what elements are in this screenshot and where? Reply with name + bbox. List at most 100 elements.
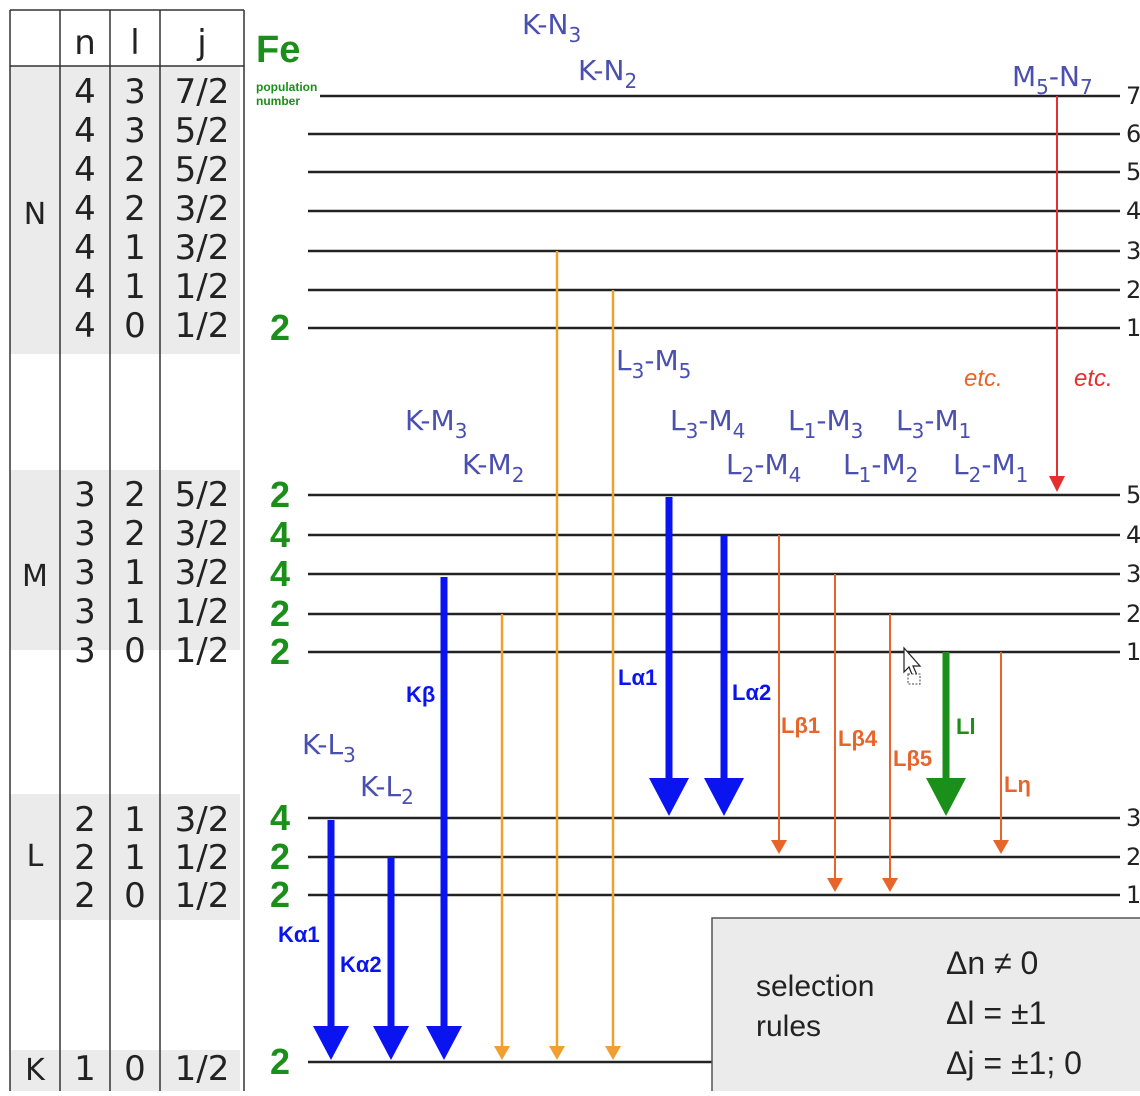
svg-text:2: 2 xyxy=(124,189,146,229)
k-blue-arrows xyxy=(313,577,462,1060)
population-M2: 2 xyxy=(270,593,290,634)
table-row: 4 2 3/2 xyxy=(74,189,229,229)
arrowhead xyxy=(1049,476,1065,492)
line-name-Ll: Ll xyxy=(956,714,976,739)
svg-text:1/2: 1/2 xyxy=(175,876,230,916)
table-row: 2 0 1/2 xyxy=(74,876,229,916)
label-L3-M1: L3-M1 xyxy=(896,404,971,443)
etc-label-orange: etc. xyxy=(964,365,1003,392)
svg-text:0: 0 xyxy=(124,1049,146,1089)
ll-arrow xyxy=(926,652,966,816)
shell-band-L xyxy=(10,794,240,920)
label-L2-M4: L2-M4 xyxy=(726,448,801,487)
table-row: 1 0 1/2 xyxy=(74,1049,229,1089)
svg-text:3: 3 xyxy=(74,475,96,515)
arrowhead xyxy=(649,778,689,816)
rule-delta-j: Δj = ±1; 0 xyxy=(946,1045,1082,1081)
level-index: 1 xyxy=(1126,638,1140,666)
svg-text:1: 1 xyxy=(124,228,146,268)
transition-labels: K-N3 K-N2 M5-N7 L3-M5 K-M3 K-M2 L3-M4 L1… xyxy=(302,8,1093,809)
line-name-Lbeta1: Lβ1 xyxy=(781,713,820,738)
svg-text:4: 4 xyxy=(74,111,96,151)
table-row: 4 3 5/2 xyxy=(74,111,229,151)
level-index: 6 xyxy=(1126,120,1140,148)
level-index: 5 xyxy=(1126,481,1140,509)
table-row: 4 3 7/2 xyxy=(74,72,229,112)
selection-rules-box: selection rules Δn ≠ 0 Δl = ±1 Δj = ±1; … xyxy=(711,917,1140,1096)
level-indices: 7 6 5 4 3 2 1 5 4 3 2 1 3 2 1 xyxy=(1126,82,1140,909)
level-index: 3 xyxy=(1126,237,1140,265)
line-name-Kalpha2: Kα2 xyxy=(340,952,382,977)
level-index: 3 xyxy=(1126,804,1140,832)
level-index: 1 xyxy=(1126,314,1140,342)
table-row: 4 0 1/2 xyxy=(74,306,229,346)
svg-text:4: 4 xyxy=(74,189,96,229)
svg-text:3: 3 xyxy=(74,631,96,671)
svg-text:2: 2 xyxy=(124,514,146,554)
l-thin-arrows xyxy=(771,535,1009,892)
table-row: 3 0 1/2 xyxy=(74,631,229,671)
shell-label-L: L xyxy=(27,839,44,874)
rule-delta-l: Δl = ±1 xyxy=(946,995,1046,1031)
svg-text:3/2: 3/2 xyxy=(175,228,230,268)
line-name-Kbeta: Kβ xyxy=(406,682,435,707)
label-K-L2: K-L2 xyxy=(360,770,414,809)
shell-label-M: M xyxy=(22,559,48,594)
arrowhead xyxy=(882,878,898,892)
svg-text:2: 2 xyxy=(124,475,146,515)
line-name-Lalpha2: Lα2 xyxy=(732,680,771,705)
line-name-Lbeta4: Lβ4 xyxy=(838,726,878,751)
label-L1-M3: L1-M3 xyxy=(788,404,863,443)
population-K: 2 xyxy=(270,1041,290,1082)
svg-text:2: 2 xyxy=(74,838,96,878)
label-K-M3: K-M3 xyxy=(405,404,467,443)
selection-rules-title-1: selection xyxy=(756,970,874,1003)
label-L1-M2: L1-M2 xyxy=(843,448,918,487)
level-index: 5 xyxy=(1126,158,1140,186)
table-grid xyxy=(9,9,245,1091)
table-row: 3 1 1/2 xyxy=(74,592,229,632)
svg-text:5/2: 5/2 xyxy=(175,150,230,190)
shell-band-M xyxy=(10,470,240,650)
line-name-Leta: Lη xyxy=(1004,772,1031,797)
svg-text:1/2: 1/2 xyxy=(175,838,230,878)
arrowhead xyxy=(771,840,787,854)
label-K-N3: K-N3 xyxy=(522,8,581,47)
label-L2-M1: L2-M1 xyxy=(953,448,1028,487)
svg-text:5/2: 5/2 xyxy=(175,475,230,515)
m5-n7-arrow xyxy=(1049,96,1065,492)
svg-text:4: 4 xyxy=(74,150,96,190)
svg-text:1: 1 xyxy=(124,553,146,593)
table-row: 2 1 1/2 xyxy=(74,838,229,878)
svg-text:1: 1 xyxy=(124,267,146,307)
arrowhead xyxy=(426,1026,462,1060)
svg-text:3/2: 3/2 xyxy=(175,800,230,840)
table-rows: 4 3 7/2 4 3 5/2 4 2 5/2 4 2 3/2 4 1 3/2 4 1 1/2 4 0 1/… xyxy=(74,72,229,1089)
svg-text:1: 1 xyxy=(124,592,146,632)
svg-text:1/2: 1/2 xyxy=(175,631,230,671)
population-numbers: 2 2 4 4 2 2 4 2 2 2 xyxy=(270,307,290,1082)
population-L1: 2 xyxy=(270,874,290,915)
population-M1: 2 xyxy=(270,631,290,672)
label-L3-M5: L3-M5 xyxy=(616,344,691,383)
header-j: j xyxy=(196,23,206,63)
svg-text:3: 3 xyxy=(124,72,146,112)
level-index: 2 xyxy=(1126,600,1140,628)
svg-text:1/2: 1/2 xyxy=(175,1049,230,1089)
label-M5-N7: M5-N7 xyxy=(1012,60,1093,99)
table-row: 3 2 5/2 xyxy=(74,475,229,515)
svg-text:3: 3 xyxy=(74,514,96,554)
k-thin-arrows xyxy=(494,251,621,1060)
level-index: 2 xyxy=(1126,276,1140,304)
population-caption-2: number xyxy=(256,94,300,108)
header-n: n xyxy=(74,23,96,63)
svg-text:4: 4 xyxy=(74,267,96,307)
label-K-N2: K-N2 xyxy=(578,54,637,93)
shell-label-N: N xyxy=(24,197,46,232)
rule-delta-n: Δn ≠ 0 xyxy=(946,945,1038,981)
label-L3-M4: L3-M4 xyxy=(670,404,745,443)
svg-text:3/2: 3/2 xyxy=(175,189,230,229)
svg-text:0: 0 xyxy=(124,306,146,346)
svg-text:1: 1 xyxy=(124,838,146,878)
